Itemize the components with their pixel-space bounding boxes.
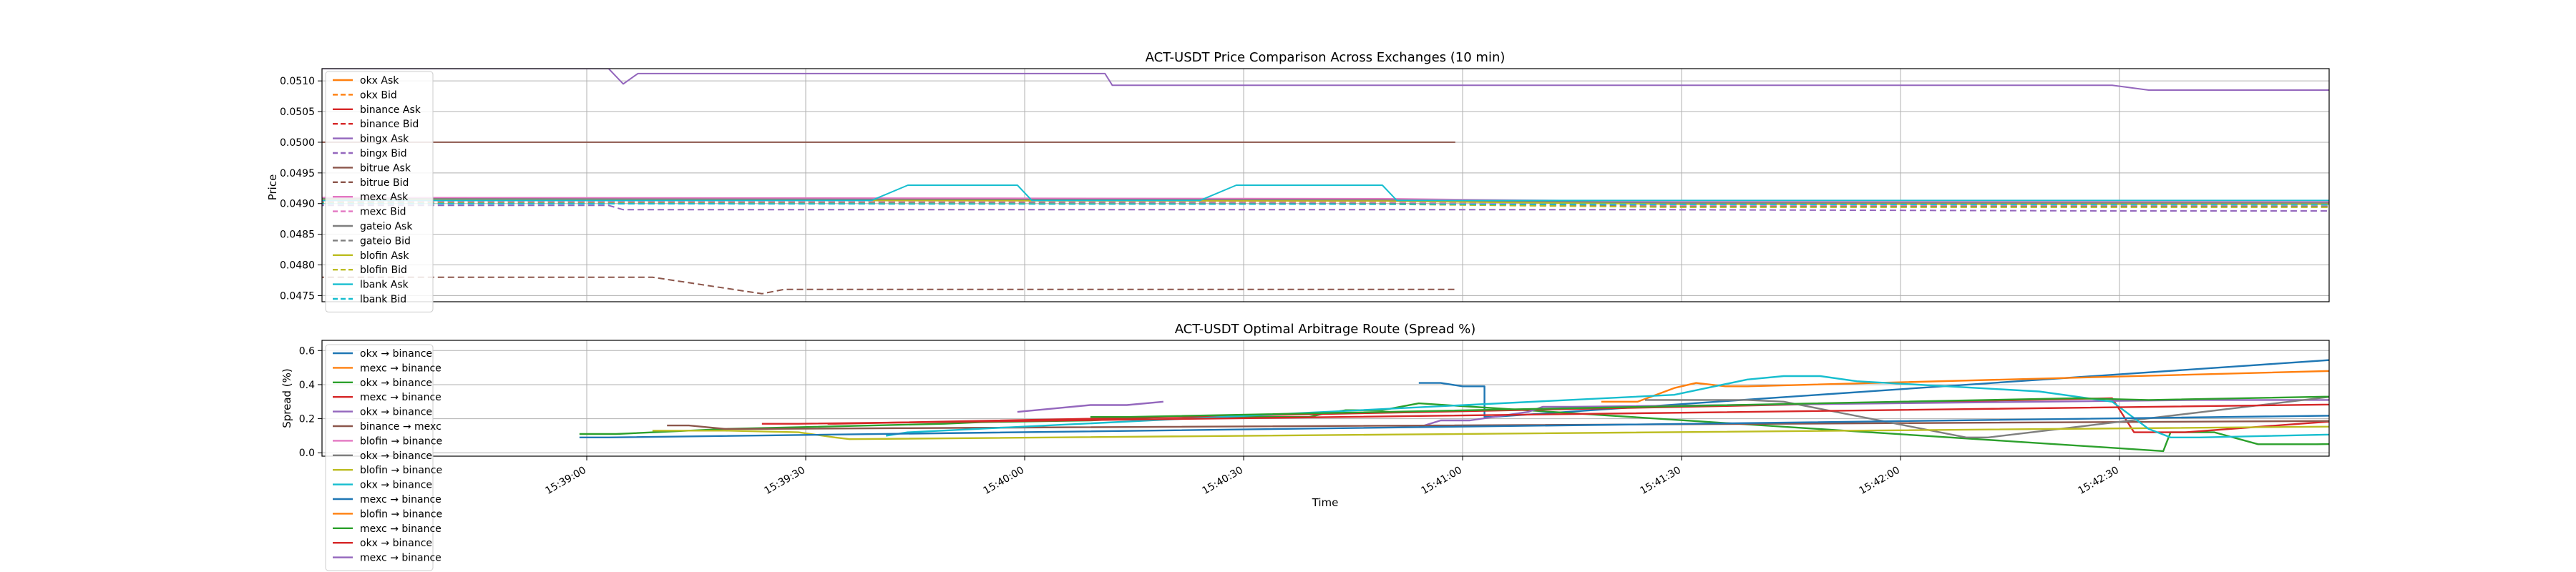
price-series-mexc-bid-10 xyxy=(322,200,2329,207)
price-legend-label-3: binance Ask xyxy=(360,104,421,116)
price-y-axis-label: Price xyxy=(266,174,279,201)
spread-legend-label-3: okx → binance xyxy=(360,378,432,389)
price-legend-label-1: okx Ask xyxy=(360,75,399,87)
spread-y-tick-label: 0.4 xyxy=(299,380,315,391)
price-chart-title: ACT-USDT Price Comparison Across Exchang… xyxy=(1146,50,1506,65)
price-legend-label-12: gateio Bid xyxy=(360,235,411,247)
price-legend-label-6: bingx Bid xyxy=(360,148,407,159)
spread-legend-label-10: okx → binance xyxy=(360,480,432,491)
price-series-bingx-bid-6 xyxy=(322,204,2329,212)
spread-chart-title: ACT-USDT Optimal Arbitrage Route (Spread… xyxy=(1175,322,1476,337)
spread-x-tick-label: 15:41:00 xyxy=(1420,465,1464,497)
price-series-lbank-ask-15 xyxy=(322,184,2329,202)
spread-series-blofin-to-binance-7 xyxy=(2331,400,2576,449)
spread-x-tick-label: 15:40:00 xyxy=(982,465,1026,497)
price-y-tick-label: 0.0480 xyxy=(280,260,315,272)
spread-y-tick-label: 0.2 xyxy=(299,414,315,425)
price-y-tick-label: 0.0505 xyxy=(280,107,315,118)
spread-legend-label-13: mexc → binance xyxy=(360,523,441,535)
spread-series-mexc-to-binance-2 xyxy=(1601,370,2329,403)
price-legend-label-8: bitrue Bid xyxy=(360,177,409,189)
spread-legend-label-1: okx → binance xyxy=(360,348,432,360)
price-legend-label-11: gateio Ask xyxy=(360,221,413,232)
price-series xyxy=(322,69,2329,295)
spread-x-tick-label: 15:41:30 xyxy=(1639,465,1683,497)
price-series-bitrue-bid-8 xyxy=(322,276,1455,295)
spread-panel: ACT-USDT Optimal Arbitrage Route (Spread… xyxy=(280,322,2576,571)
price-y-tick-label: 0.0500 xyxy=(280,137,315,149)
price-y-tick-label: 0.0495 xyxy=(280,168,315,179)
spread-legend-label-15: mexc → binance xyxy=(360,553,441,564)
spread-legend-label-5: okx → binance xyxy=(360,407,432,418)
spread-x-axis-label: Time xyxy=(1312,496,1339,509)
price-legend-label-5: bingx Ask xyxy=(360,134,409,145)
spread-y-axis-label: Spread (%) xyxy=(280,368,293,428)
spread-legend-label-4: mexc → binance xyxy=(360,392,441,403)
spread-series-okx-to-binance-1 xyxy=(1418,359,2329,418)
price-legend-box xyxy=(325,71,434,312)
spread-x-ticks: 15:39:00 15:39:30 15:40:00 15:40:30 15:41:00… xyxy=(544,456,2121,497)
price-legend-label-7: bitrue Ask xyxy=(360,162,411,174)
price-series-mexc-ask-9 xyxy=(322,197,2329,203)
spread-x-tick-label: 15:39:30 xyxy=(763,465,807,497)
price-y-tick-label: 0.0490 xyxy=(280,199,315,210)
spread-y-tick-label: 0.0 xyxy=(299,448,315,459)
spread-y-tick-label: 0.6 xyxy=(299,345,315,357)
price-series-gateio-ask-11 xyxy=(322,197,2329,204)
spread-x-tick-label: 15:42:00 xyxy=(1858,465,1902,497)
spread-legend-label-6: binance → mexc xyxy=(360,421,441,433)
spread-plot-frame xyxy=(321,340,2330,457)
spread-y-ticks: 0.0 0.2 0.4 0.6 xyxy=(299,345,322,459)
spread-legend-label-12: blofin → binance xyxy=(360,508,442,520)
spread-series-okx-to-binance-5 xyxy=(1418,399,2329,428)
spread-legend-label-14: okx → binance xyxy=(360,538,432,549)
price-y-tick-label: 0.0510 xyxy=(280,76,315,87)
price-legend-label-13: blofin Ask xyxy=(360,250,409,262)
price-legend-label-9: mexc Ask xyxy=(360,192,409,203)
spread-legend-label-2: mexc → binance xyxy=(360,363,441,374)
spread-series-mexc-to-binance-13 xyxy=(1090,395,2329,418)
price-legend: okx Ask okx Bid binance Ask binance Bid bing… xyxy=(325,71,434,312)
price-y-ticks: 0.0475 0.0480 0.0485 0.0490 0.0495 0.0500 0.05… xyxy=(280,76,322,302)
spread-legend: okx → binance mexc → binance okx → binance… xyxy=(325,344,442,571)
spread-x-tick-label: 15:39:00 xyxy=(544,465,588,497)
price-y-tick-label: 0.0475 xyxy=(280,290,315,302)
spread-series-okx-to-binance-10 xyxy=(886,375,2329,438)
spread-series-okx-to-binance-14 xyxy=(761,403,2329,425)
spread-series-okx-to-binance-8 xyxy=(1645,395,2329,438)
price-legend-label-14: blofin Bid xyxy=(360,265,407,276)
price-y-tick-label: 0.0485 xyxy=(280,230,315,241)
spread-series xyxy=(579,359,2576,453)
price-legend-label-16: lbank Bid xyxy=(360,294,406,305)
spread-x-tick-label: 15:42:30 xyxy=(2077,465,2121,497)
price-legend-label-2: okx Bid xyxy=(360,89,397,101)
price-legend-label-15: lbank Ask xyxy=(360,280,409,291)
price-panel: ACT-USDT Price Comparison Across Exchang… xyxy=(266,50,2330,312)
spread-legend-label-9: blofin → binance xyxy=(360,465,442,476)
spread-legend-label-8: okx → binance xyxy=(360,450,432,462)
spread-series-blofin-to-binance-9 xyxy=(652,425,2329,440)
price-plot-frame xyxy=(321,68,2330,302)
spread-series-okx-to-binance-3 xyxy=(579,402,2329,453)
spread-gridlines xyxy=(322,340,2329,456)
price-series-bingx-ask-5 xyxy=(322,69,2329,91)
spread-series-mexc-to-binance-15 xyxy=(1017,400,1163,413)
price-legend-label-4: binance Bid xyxy=(360,119,419,130)
price-series-blofin-ask-13 xyxy=(322,199,2329,205)
spread-x-tick-label: 15:40:30 xyxy=(1201,465,1245,497)
spread-series-mexc-to-binance-11 xyxy=(579,415,2329,438)
price-legend-label-10: mexc Bid xyxy=(360,207,406,218)
spread-legend-label-11: mexc → binance xyxy=(360,494,441,506)
spread-legend-label-7: blofin → binance xyxy=(360,435,442,447)
